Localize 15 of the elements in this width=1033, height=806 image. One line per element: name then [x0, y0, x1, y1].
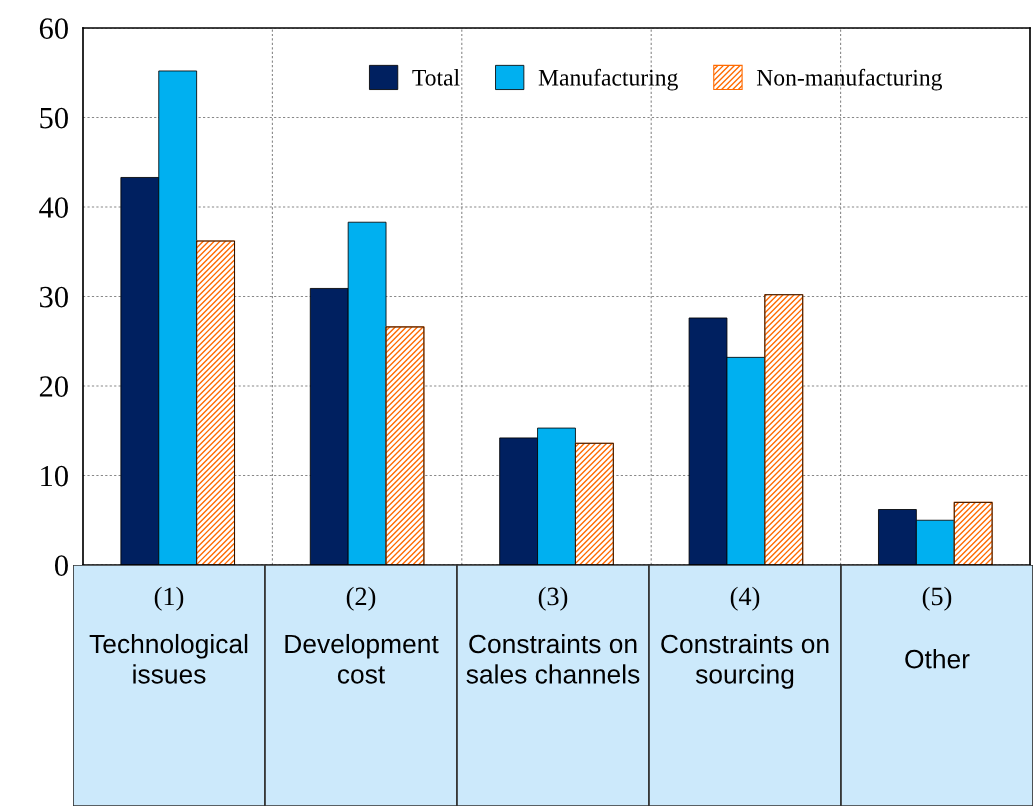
y-tick-label: 30 — [40, 286, 68, 308]
category-label: (5) Other — [905, 586, 970, 669]
y-tick-label: 40 — [39, 197, 68, 218]
y-tick-label: 60 — [39, 18, 68, 39]
y-tick-label: 10 — [41, 465, 68, 487]
legend-label: Manufacturing — [538, 68, 678, 91]
x-tick-label: (2) Development cost — [285, 586, 439, 684]
legend-label: Total — [412, 69, 460, 86]
legend-label: Non-manufacturing — [756, 68, 943, 91]
x-tick-label: (1) Technological issues — [89, 586, 248, 684]
x-tick-label: (4) Constraints on sourcing — [661, 586, 829, 689]
x-tick-label: (3) Constraints on sales channels — [466, 586, 640, 684]
y-tick-label: 50 — [40, 107, 68, 129]
y-tick-label: 0 — [55, 555, 68, 576]
y-tick-label: 20 — [39, 376, 68, 397]
